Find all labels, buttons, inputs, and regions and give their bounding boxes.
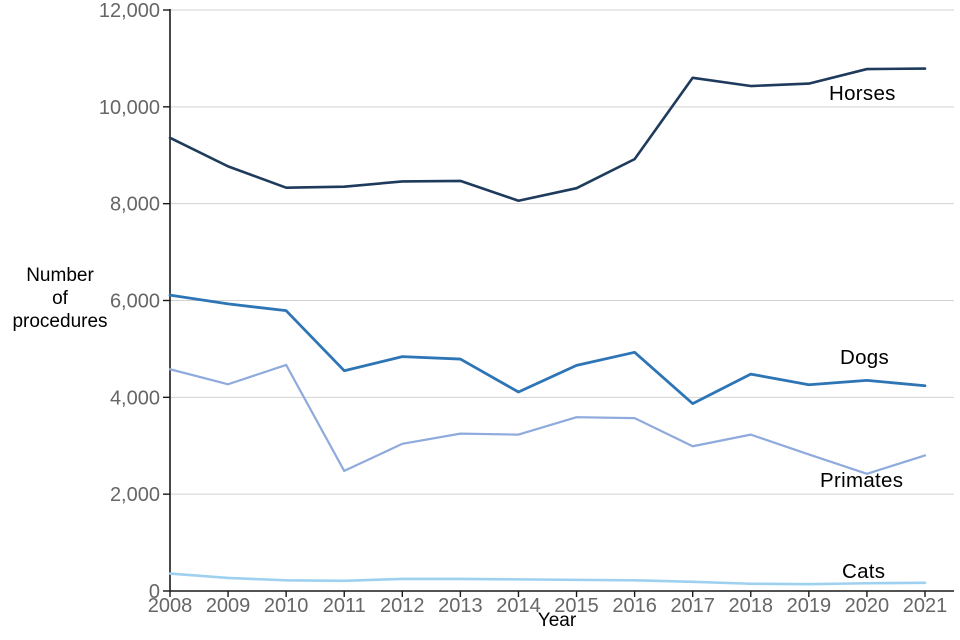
y-axis-title-line: Number [26,265,94,286]
y-axis-title: Number of procedures [2,264,118,333]
y-tick-label: 8,000 [110,194,160,216]
series-line-primates [168,363,927,475]
x-tick-label: 2017 [670,595,715,617]
series-line-cats [168,572,927,586]
x-tick-label: 2019 [787,595,832,617]
x-tick-label: 2010 [264,595,309,617]
y-tick-label: 6,000 [110,291,160,313]
y-tick-label: 0 [149,581,160,603]
x-tick-label: 2016 [612,595,657,617]
y-tick-label: 12,000 [99,0,160,22]
x-tick-label: 2008 [148,595,193,617]
x-tick-label: 2021 [903,595,948,617]
x-tick-label: 2013 [438,595,483,617]
x-tick-label: 2020 [845,595,890,617]
x-tick-label: 2009 [206,595,251,617]
x-tick-label: 2015 [554,595,599,617]
x-tick-label: 2012 [380,595,425,617]
series-label-horses: Horses [829,82,896,105]
y-axis-title-line: procedures [12,311,108,332]
series-line-horses [168,67,927,203]
series-label-primates: Primates [820,469,903,492]
y-tick-label: 4,000 [110,387,160,409]
x-tick-label: 2011 [323,595,366,617]
series-label-cats: Cats [842,560,885,583]
y-tick-label: 2,000 [110,484,160,506]
series-label-dogs: Dogs [840,346,889,369]
x-axis-title: Year [537,610,577,631]
y-axis-title-line: of [52,288,68,309]
y-tick-label: 10,000 [99,97,160,119]
x-tick-label: 2014 [496,595,541,617]
x-tick-label: 2018 [729,595,774,617]
series-line-dogs [168,293,927,406]
